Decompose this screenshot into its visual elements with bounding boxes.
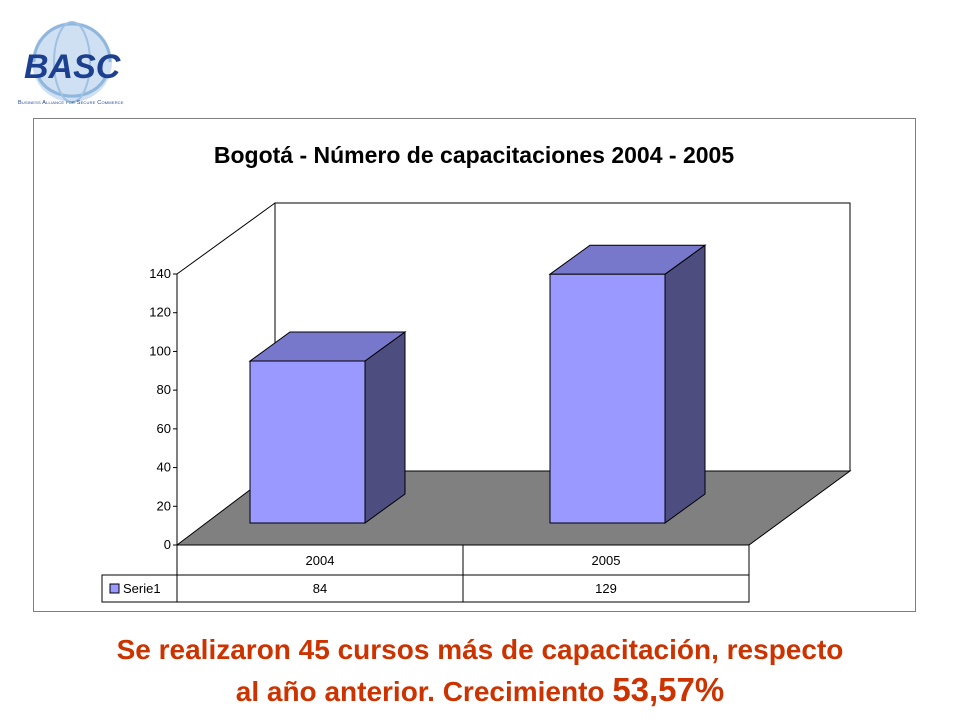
- chart-title: Bogotá - Número de capacitaciones 2004 -…: [214, 142, 734, 168]
- bar-2004: [249, 360, 366, 524]
- y-tick-label: 80: [157, 382, 171, 397]
- chart: Bogotá - Número de capacitaciones 2004 -…: [101, 142, 852, 603]
- caption-line-2: al año anterior. Crecimiento 53,57%: [0, 670, 960, 712]
- y-tick-label: 20: [157, 498, 171, 513]
- y-tick-label: 120: [149, 305, 171, 320]
- y-tick-label: 40: [157, 460, 171, 475]
- bar-side: [664, 244, 706, 524]
- growth-percentage: 53,57%: [612, 671, 725, 708]
- category-label: 2005: [592, 553, 621, 568]
- svg-text:BASC: BASC: [24, 48, 121, 86]
- legend-series-name: Serie1: [123, 581, 161, 596]
- table-row-series: [101, 574, 750, 603]
- table-value: 84: [313, 581, 327, 596]
- chart-frame: Bogotá - Número de capacitaciones 2004 -…: [33, 118, 916, 612]
- legend-swatch: [109, 583, 120, 594]
- category-label: 2004: [306, 553, 335, 568]
- basc-logo: BASC: [24, 21, 121, 103]
- y-tick-label: 60: [157, 421, 171, 436]
- bar-side: [364, 331, 406, 524]
- y-tick-label: 140: [149, 266, 171, 281]
- table-value: 129: [595, 581, 617, 596]
- y-tick-label: 100: [149, 343, 171, 358]
- y-tick-label: 0: [164, 537, 171, 552]
- caption: Se realizaron 45 cursos más de capacitac…: [0, 630, 960, 712]
- data-table: Serie1 2004 2005 84 129: [101, 544, 750, 603]
- logo-caption: Business Alliance for Secure Commerce: [18, 100, 124, 106]
- y-ticks: 0 20 40 60 80 100 120 140: [149, 266, 177, 552]
- bars: [248, 244, 707, 524]
- caption-line-1: Se realizaron 45 cursos más de capacitac…: [116, 634, 844, 665]
- bar-2005: [549, 273, 666, 524]
- caption-line-2-text: al año anterior. Crecimiento: [235, 676, 613, 707]
